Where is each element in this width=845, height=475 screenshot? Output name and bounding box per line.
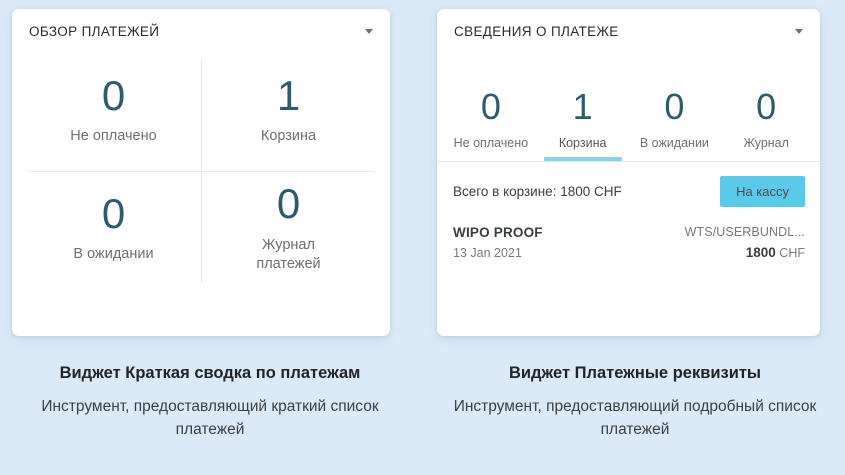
tab-pending-label: В ожидании	[639, 136, 709, 150]
tab-cart-value: 1	[572, 86, 593, 128]
right-widget-caption: Виджет Платежные реквизиты Инструмент, п…	[425, 362, 845, 441]
tab-pending-underline	[635, 157, 713, 161]
left-caption-subtitle: Инструмент, предоставляющий краткий спис…	[41, 398, 379, 438]
right-caption-subtitle: Инструмент, предоставляющий подробный сп…	[453, 398, 817, 438]
metric-pending-value: 0	[101, 189, 126, 237]
payments-overview-card: ОБЗОР ПЛАТЕЖЕЙ 0 Не оплачено 1 Корзина 0…	[12, 9, 390, 336]
payment-item-secondary: WTS/USERBUNDL... 1800 CHF	[685, 225, 805, 260]
metric-journal[interactable]: 0 Журнал платежей	[201, 171, 376, 289]
left-caption-title: Виджет Краткая сводка по платежам	[59, 364, 361, 382]
payments-overview-header: ОБЗОР ПЛАТЕЖЕЙ	[12, 9, 390, 53]
payment-item-reference: WTS/USERBUNDL...	[684, 225, 805, 239]
metric-pending-label: В ожидании	[73, 246, 154, 263]
chevron-down-icon[interactable]	[365, 28, 373, 34]
metric-cart-value: 1	[276, 71, 301, 119]
left-widget-caption: Виджет Краткая сводка по платежам Инстру…	[0, 362, 420, 441]
payment-item-date: 13 Jan 2021	[453, 246, 522, 260]
right-caption-title: Виджет Платежные реквизиты	[508, 364, 762, 382]
payment-item-currency: CHF	[779, 246, 805, 260]
tab-journal[interactable]: 0 Журнал	[720, 67, 812, 161]
payments-overview-title: ОБЗОР ПЛАТЕЖЕЙ	[29, 23, 160, 39]
metric-unpaid[interactable]: 0 Не оплачено	[26, 53, 201, 171]
payment-status-tabs: 0 Не оплачено 1 Корзина 0 В ожидании 0 Ж	[437, 53, 820, 161]
tab-pending-value: 0	[664, 86, 685, 128]
tab-cart[interactable]: 1 Корзина	[537, 67, 629, 161]
tab-journal-underline	[727, 157, 805, 161]
tab-unpaid-label: Не оплачено	[453, 136, 529, 150]
chevron-down-icon[interactable]	[795, 28, 803, 34]
payment-details-title: СВЕДЕНИЯ О ПЛАТЕЖЕ	[454, 23, 619, 39]
left-widget-column: ОБЗОР ПЛАТЕЖЕЙ 0 Не оплачено 1 Корзина 0…	[0, 0, 420, 475]
right-widget-column: СВЕДЕНИЯ О ПЛАТЕЖЕ 0 Не оплачено 1 Корзи…	[425, 0, 845, 475]
metric-pending[interactable]: 0 В ожидании	[26, 171, 201, 289]
tab-cart-underline	[543, 157, 622, 161]
checkout-button[interactable]: На кассу	[720, 176, 805, 207]
payments-metric-grid: 0 Не оплачено 1 Корзина 0 В ожидании 0 Ж…	[26, 53, 376, 289]
tab-pending[interactable]: 0 В ожидании	[629, 67, 721, 161]
payment-list: WIPO PROOF 13 Jan 2021 WTS/USERBUNDL... …	[437, 217, 820, 268]
cart-summary-row: Всего в корзине: 1800 CHF На кассу	[437, 162, 820, 217]
payment-list-item[interactable]: WIPO PROOF 13 Jan 2021 WTS/USERBUNDL... …	[453, 221, 805, 268]
tab-unpaid-underline	[452, 157, 530, 161]
tab-journal-label: Журнал	[743, 136, 789, 150]
tab-journal-value: 0	[756, 86, 777, 128]
payment-item-primary: WIPO PROOF 13 Jan 2021	[453, 225, 543, 260]
payment-item-name: WIPO PROOF	[453, 225, 543, 240]
metric-unpaid-label: Не оплачено	[70, 128, 157, 145]
metric-journal-value: 0	[276, 180, 301, 228]
metric-journal-label: Журнал платежей	[256, 236, 321, 272]
payment-item-amount-value: 1800	[745, 245, 776, 260]
tab-unpaid[interactable]: 0 Не оплачено	[445, 67, 537, 161]
metric-cart[interactable]: 1 Корзина	[201, 53, 376, 171]
payment-details-card: СВЕДЕНИЯ О ПЛАТЕЖЕ 0 Не оплачено 1 Корзи…	[437, 9, 820, 336]
tab-cart-label: Корзина	[558, 136, 607, 150]
tab-unpaid-value: 0	[480, 86, 501, 128]
tabs-divider	[437, 161, 820, 162]
payment-details-header: СВЕДЕНИЯ О ПЛАТЕЖЕ	[437, 9, 820, 53]
cart-total-text: Всего в корзине: 1800 CHF	[453, 184, 622, 199]
metric-unpaid-value: 0	[101, 71, 126, 119]
metric-cart-label: Корзина	[260, 128, 317, 145]
payment-item-amount: 1800 CHF	[746, 245, 805, 260]
